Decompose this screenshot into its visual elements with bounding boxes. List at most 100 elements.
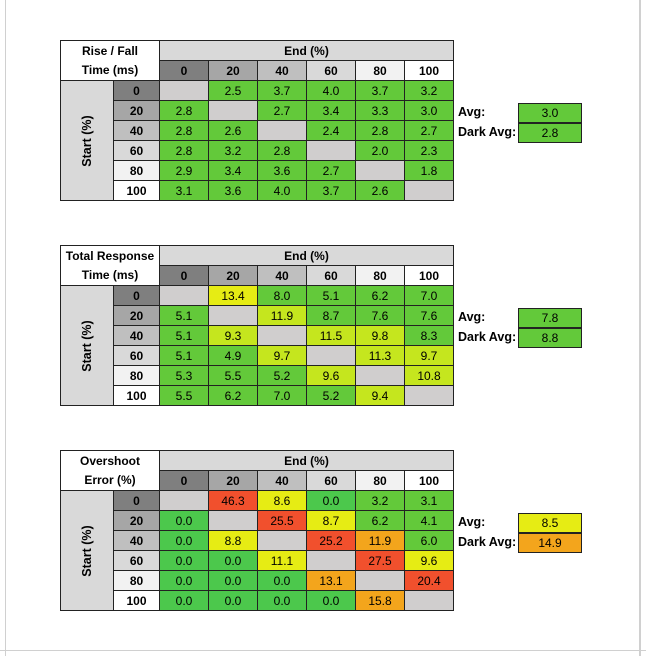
- avg-value: 7.8: [518, 308, 582, 328]
- column-header-0: 0: [159, 60, 209, 81]
- value-cell: 3.0: [404, 100, 454, 121]
- table-row: Start (%) 0 2.5 3.7 4.0 3.7 3.2: [60, 80, 454, 201]
- value-cell: 4.0: [257, 180, 307, 201]
- dark-avg-label: Dark Avg:: [458, 125, 517, 139]
- value-cell: 2.0: [355, 140, 405, 161]
- value-cell: 0.0: [257, 570, 307, 591]
- value-cell: 9.3: [208, 325, 258, 346]
- value-cell: 0.0: [159, 590, 209, 611]
- value-cell: 2.7: [404, 120, 454, 141]
- value-cell: 3.4: [306, 100, 356, 121]
- value-cell: 3.1: [159, 180, 209, 201]
- right-border-line: [639, 0, 641, 656]
- row-header-20: 20: [113, 305, 160, 326]
- start-percent-label: Start (%): [80, 524, 94, 577]
- value-cell: 3.7: [306, 180, 356, 201]
- value-cell: 0.0: [159, 570, 209, 591]
- table-title-line1: Overshoot: [60, 450, 160, 471]
- value-cell: 13.4: [208, 285, 258, 306]
- avg-label: Avg:: [458, 515, 486, 529]
- value-cell: [257, 325, 307, 346]
- value-cell: 8.7: [306, 305, 356, 326]
- value-cell: [306, 550, 356, 571]
- value-cell: 2.4: [306, 120, 356, 141]
- avg-label: Avg:: [458, 310, 486, 324]
- column-header-40: 40: [257, 265, 307, 286]
- value-cell: 6.2: [355, 285, 405, 306]
- column-header-100: 100: [404, 265, 454, 286]
- table-row: 100 0.0 0.0 0.0 0.0 15.8: [61, 590, 454, 611]
- value-cell: 20.4: [404, 570, 454, 591]
- value-cell: 0.0: [159, 510, 209, 531]
- dark-avg-value: 2.8: [518, 123, 582, 143]
- column-header-20: 20: [208, 470, 258, 491]
- dark-avg-label: Dark Avg:: [458, 330, 517, 344]
- value-cell: 0.0: [257, 590, 307, 611]
- table-title-line2: Time (ms): [60, 60, 160, 81]
- value-cell: [404, 180, 454, 201]
- value-cell: 2.8: [159, 140, 209, 161]
- value-cell: 25.5: [257, 510, 307, 531]
- value-cell: 7.6: [355, 305, 405, 326]
- row-header-40: 40: [113, 530, 160, 551]
- column-header-80: 80: [355, 470, 405, 491]
- value-cell: 6.2: [208, 385, 258, 406]
- value-cell: 3.7: [257, 80, 307, 101]
- table-row: Start (%) 0 46.3 8.6 0.0 3.2 3.1: [60, 490, 454, 611]
- end-percent-header: End (%): [159, 245, 454, 266]
- value-cell: [257, 530, 307, 551]
- value-cell: 6.0: [404, 530, 454, 551]
- value-cell: [159, 490, 209, 511]
- value-cell: 2.6: [208, 120, 258, 141]
- value-cell: 2.9: [159, 160, 209, 181]
- table-row: 80 2.9 3.4 3.6 2.7 1.8: [61, 160, 454, 181]
- value-cell: 3.6: [208, 180, 258, 201]
- start-percent-label: Start (%): [80, 319, 94, 372]
- row-header-20: 20: [113, 510, 160, 531]
- value-cell: 2.8: [257, 140, 307, 161]
- value-cell: 2.8: [159, 100, 209, 121]
- value-cell: 2.6: [355, 180, 405, 201]
- value-cell: 2.7: [257, 100, 307, 121]
- table-title-line2: Error (%): [60, 470, 160, 491]
- value-cell: [159, 80, 209, 101]
- value-cell: 2.7: [306, 160, 356, 181]
- table-title-line1: Total Response: [60, 245, 160, 266]
- value-cell: 15.8: [355, 590, 405, 611]
- value-cell: 3.2: [208, 140, 258, 161]
- value-cell: 5.5: [159, 385, 209, 406]
- column-header-40: 40: [257, 470, 307, 491]
- row-header-60: 60: [113, 140, 160, 161]
- value-cell: 9.4: [355, 385, 405, 406]
- value-cell: 11.9: [355, 530, 405, 551]
- avg-value: 3.0: [518, 103, 582, 123]
- row-header-80: 80: [113, 365, 160, 386]
- value-cell: 2.5: [208, 80, 258, 101]
- value-cell: [306, 345, 356, 366]
- value-cell: 8.3: [404, 325, 454, 346]
- start-percent-header: Start (%): [60, 285, 114, 406]
- row-header-0: 0: [113, 490, 160, 511]
- value-cell: 5.1: [306, 285, 356, 306]
- value-cell: [208, 100, 258, 121]
- dark-avg-value: 14.9: [518, 533, 582, 553]
- value-cell: 5.2: [306, 385, 356, 406]
- value-cell: 5.5: [208, 365, 258, 386]
- value-cell: 4.9: [208, 345, 258, 366]
- dark-avg-label: Dark Avg:: [458, 535, 517, 549]
- value-cell: 3.3: [355, 100, 405, 121]
- table-row: 100 3.1 3.6 4.0 3.7 2.6: [61, 180, 454, 201]
- value-cell: 0.0: [159, 530, 209, 551]
- table-row: 60 0.0 0.0 11.1 27.5 9.6: [61, 550, 454, 571]
- table-row: 80 5.3 5.5 5.2 9.6 10.8: [61, 365, 454, 386]
- column-header-100: 100: [404, 470, 454, 491]
- row-header-100: 100: [113, 590, 160, 611]
- avg-value: 8.5: [518, 513, 582, 533]
- row-header-20: 20: [113, 100, 160, 121]
- value-cell: 8.6: [257, 490, 307, 511]
- column-header-0: 0: [159, 265, 209, 286]
- value-cell: [404, 385, 454, 406]
- column-header-80: 80: [355, 60, 405, 81]
- value-cell: [355, 365, 405, 386]
- value-cell: 4.1: [404, 510, 454, 531]
